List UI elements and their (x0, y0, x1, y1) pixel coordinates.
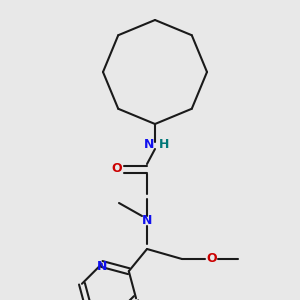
Text: N: N (144, 137, 154, 151)
Text: N: N (142, 214, 152, 227)
Text: O: O (207, 253, 217, 266)
Text: N: N (97, 260, 107, 274)
Text: H: H (159, 137, 169, 151)
Text: O: O (112, 163, 122, 176)
